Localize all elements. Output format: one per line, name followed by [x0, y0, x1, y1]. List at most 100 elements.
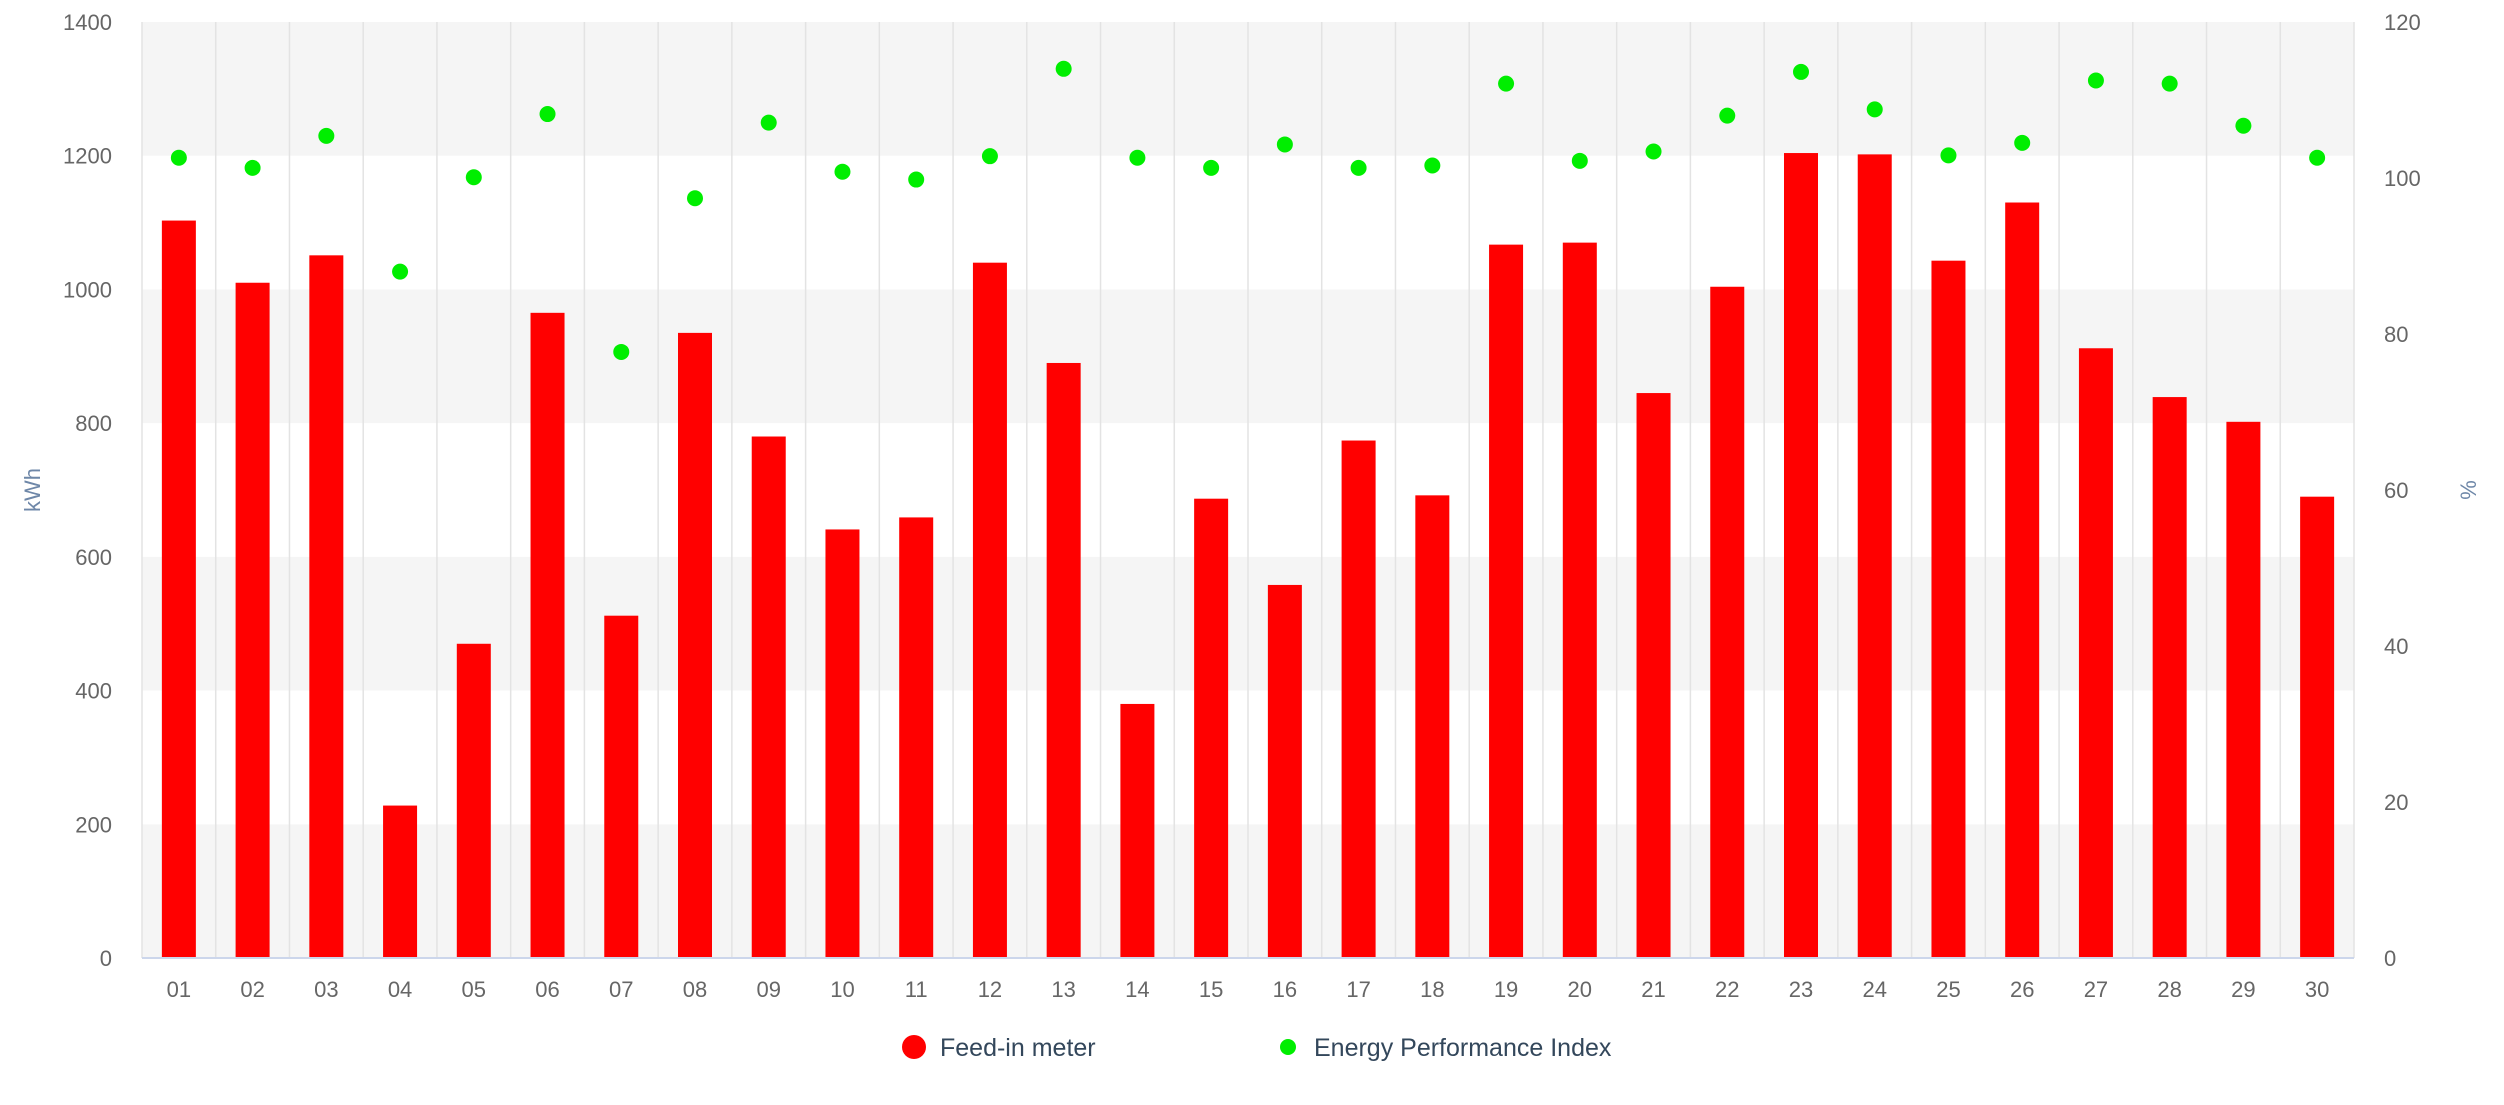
- y2-tick-label: 100: [2384, 166, 2421, 191]
- x-tick-label: 07: [609, 977, 633, 1002]
- bar-15[interactable]: [1194, 498, 1229, 958]
- bar-09[interactable]: [751, 436, 786, 958]
- point-18[interactable]: [1424, 157, 1441, 174]
- point-15[interactable]: [1203, 159, 1220, 176]
- x-tick-label: 30: [2305, 977, 2329, 1002]
- bar-03[interactable]: [309, 255, 344, 958]
- point-12[interactable]: [981, 148, 998, 165]
- bar-13[interactable]: [1046, 362, 1081, 958]
- x-tick-label: 13: [1051, 977, 1075, 1002]
- bar-23[interactable]: [1784, 153, 1818, 959]
- point-21[interactable]: [1645, 143, 1662, 160]
- point-25[interactable]: [1940, 147, 1957, 164]
- x-tick-label: 26: [2010, 977, 2034, 1002]
- y-tick-label: 1000: [63, 277, 112, 302]
- bar-20[interactable]: [1562, 242, 1597, 959]
- x-axis-tick-labels: 01 02 03 04 05 06 07 08 09 10 11 12 13 14 15 16 17 18 19 20…: [167, 977, 2330, 1002]
- legend: Feed-in meter Energy Performance Index: [902, 1034, 1612, 1062]
- point-08[interactable]: [687, 190, 703, 207]
- bar-06[interactable]: [530, 312, 565, 958]
- x-tick-label: 16: [1273, 977, 1297, 1002]
- point-10[interactable]: [834, 163, 851, 180]
- y2-tick-label: 80: [2384, 322, 2408, 347]
- bar-01[interactable]: [161, 220, 196, 958]
- bar-17[interactable]: [1341, 440, 1376, 958]
- bar-12[interactable]: [972, 262, 1007, 959]
- x-tick-label: 19: [1494, 977, 1518, 1002]
- point-17[interactable]: [1350, 159, 1367, 176]
- y-tick-label: 1200: [63, 144, 112, 169]
- bar-24[interactable]: [1857, 154, 1892, 958]
- point-22[interactable]: [1719, 107, 1736, 124]
- bar-26[interactable]: [2005, 202, 2040, 958]
- y2-tick-label: 120: [2384, 10, 2421, 35]
- y-tick-label: 1400: [63, 10, 112, 35]
- y2-tick-label: 20: [2384, 790, 2408, 815]
- bar-18[interactable]: [1415, 495, 1450, 958]
- point-14[interactable]: [1129, 149, 1146, 166]
- x-tick-label: 14: [1125, 977, 1149, 1002]
- point-02[interactable]: [244, 159, 261, 176]
- legend-marker-energy-performance-index: [1280, 1039, 1296, 1055]
- point-05[interactable]: [465, 169, 482, 186]
- point-16[interactable]: [1276, 136, 1293, 153]
- bar-16[interactable]: [1267, 584, 1302, 958]
- bar-05[interactable]: [456, 643, 491, 958]
- bar-11[interactable]: [899, 517, 934, 958]
- point-20[interactable]: [1571, 152, 1588, 169]
- scatter-series-energy-performance-index: [170, 60, 2326, 360]
- y2-tick-label: 40: [2384, 634, 2408, 659]
- x-tick-label: 12: [978, 977, 1002, 1002]
- bar-19[interactable]: [1489, 244, 1524, 959]
- point-24[interactable]: [1866, 101, 1883, 118]
- x-tick-label: 28: [2157, 977, 2181, 1002]
- point-11[interactable]: [908, 171, 925, 188]
- x-tick-label: 01: [167, 977, 191, 1002]
- left-axis-title: kWh: [20, 468, 45, 512]
- x-tick-label: 27: [2084, 977, 2108, 1002]
- bar-29[interactable]: [2226, 421, 2261, 958]
- bar-30[interactable]: [2300, 496, 2335, 958]
- x-tick-label: 21: [1641, 977, 1665, 1002]
- y-tick-label: 0: [100, 946, 112, 971]
- bar-25[interactable]: [1931, 260, 1966, 958]
- x-tick-label: 03: [314, 977, 338, 1002]
- point-30[interactable]: [2309, 149, 2326, 166]
- vertical-gridlines: [141, 22, 2355, 958]
- bar-07[interactable]: [604, 615, 639, 958]
- point-27[interactable]: [2087, 72, 2104, 89]
- left-axis-tick-labels: 0 200 400 600 800 1000 1200 1400: [63, 10, 112, 971]
- y-tick-label: 200: [75, 812, 112, 837]
- point-03[interactable]: [318, 127, 335, 144]
- point-19[interactable]: [1498, 75, 1515, 92]
- bar-08[interactable]: [678, 332, 712, 958]
- point-07[interactable]: [613, 343, 630, 360]
- point-13[interactable]: [1055, 60, 1072, 77]
- bar-02[interactable]: [235, 282, 270, 958]
- bar-10[interactable]: [825, 529, 860, 958]
- bar-series-feed-in-meter: [161, 153, 2335, 959]
- right-axis-title: %: [2456, 480, 2481, 500]
- x-tick-label: 17: [1346, 977, 1370, 1002]
- bar-22[interactable]: [1710, 286, 1745, 958]
- point-09[interactable]: [760, 114, 777, 131]
- point-04[interactable]: [392, 263, 409, 280]
- bar-27[interactable]: [2078, 348, 2113, 959]
- bar-14[interactable]: [1120, 703, 1155, 958]
- point-01[interactable]: [170, 149, 187, 166]
- point-28[interactable]: [2161, 75, 2178, 92]
- bar-21[interactable]: [1636, 393, 1671, 958]
- legend-label-feed-in-meter: Feed-in meter: [940, 1034, 1096, 1062]
- bar-28[interactable]: [2152, 397, 2187, 958]
- bar-04[interactable]: [383, 805, 418, 958]
- legend-item-energy-performance-index[interactable]: Energy Performance Index: [1280, 1034, 1612, 1062]
- x-tick-label: 10: [830, 977, 854, 1002]
- point-06[interactable]: [539, 106, 556, 123]
- point-29[interactable]: [2235, 117, 2252, 134]
- point-26[interactable]: [2014, 134, 2031, 151]
- y-tick-label: 800: [75, 411, 112, 436]
- y2-tick-label: 0: [2384, 946, 2396, 971]
- point-23[interactable]: [1793, 63, 1809, 80]
- legend-item-feed-in-meter[interactable]: Feed-in meter: [902, 1034, 1096, 1062]
